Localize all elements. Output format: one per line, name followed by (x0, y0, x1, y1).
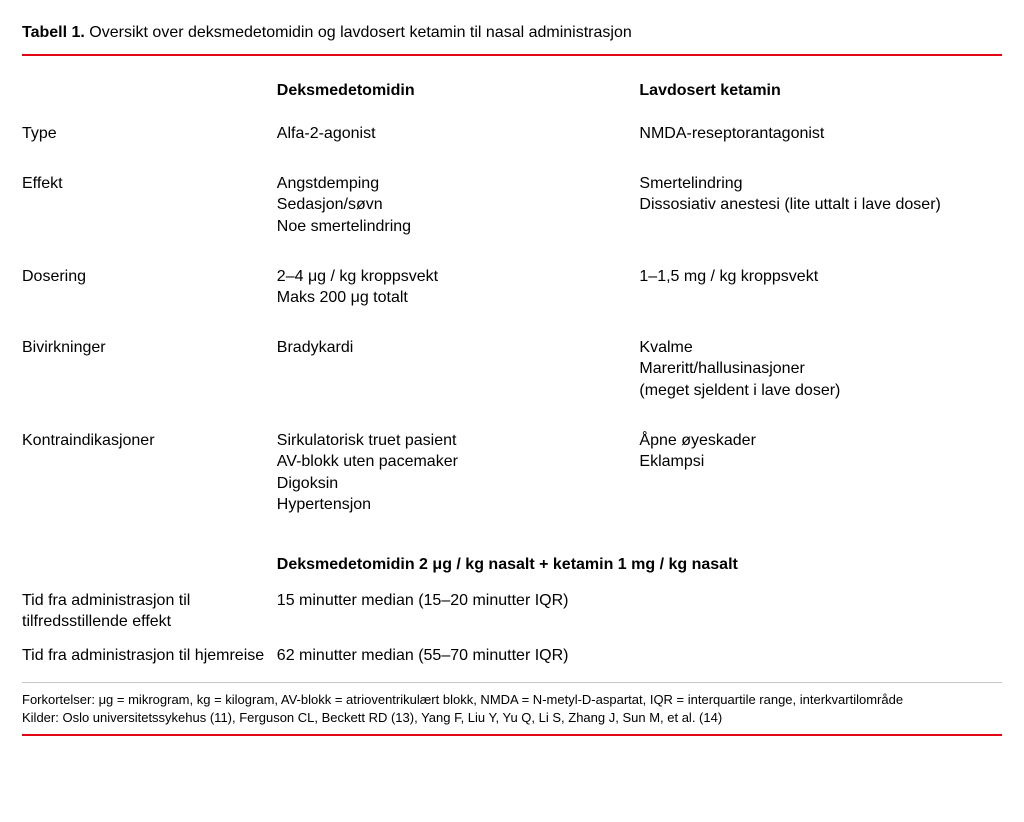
cell-a: Alfa-2-agonist (277, 109, 640, 159)
table-footer: Forkortelser: μg = mikrogram, kg = kilog… (22, 683, 1002, 734)
table-row: Bivirkninger Bradykardi Kvalme Mareritt/… (22, 323, 1002, 416)
col-header-empty (22, 56, 277, 110)
cell-a: Angstdemping Sedasjon/søvn Noe smertelin… (277, 159, 640, 252)
cell-b: 1–1,5 mg / kg kroppsvekt (639, 252, 1002, 323)
col-header-ketamin: Lavdosert ketamin (639, 56, 1002, 110)
table-row: Type Alfa-2-agonist NMDA-reseptorantagon… (22, 109, 1002, 159)
table-row: Effekt Angstdemping Sedasjon/søvn Noe sm… (22, 159, 1002, 252)
col-header-deksmedetomidin: Deksmedetomidin (277, 56, 640, 110)
table-row: Kontraindikasjoner Sirkulatorisk truet p… (22, 416, 1002, 530)
section2-header: Deksmedetomidin 2 μg / kg nasalt + ketam… (277, 530, 1002, 584)
row-label: Type (22, 109, 277, 159)
cell-b: Åpne øyeskader Eklampsi (639, 416, 1002, 530)
cell-b: Smertelindring Dissosiativ anestesi (lit… (639, 159, 1002, 252)
cell-value: 62 minutter median (55–70 minutter IQR) (277, 639, 1002, 673)
row-label: Tid fra administrasjon til hjemreise (22, 639, 277, 673)
row-label: Kontraindikasjoner (22, 416, 277, 530)
table-row: Tid fra administrasjon til hjemreise 62 … (22, 639, 1002, 673)
row-label: Tid fra administrasjon til tilfredsstill… (22, 584, 277, 639)
section2-header-empty (22, 530, 277, 584)
cell-b: NMDA-reseptorantagonist (639, 109, 1002, 159)
table-title-label: Tabell 1. (22, 24, 85, 41)
cell-b: Kvalme Mareritt/hallusinasjoner (meget s… (639, 323, 1002, 416)
cell-value: 15 minutter median (15–20 minutter IQR) (277, 584, 1002, 639)
cell-a: Bradykardi (277, 323, 640, 416)
table-row: Tid fra administrasjon til tilfredsstill… (22, 584, 1002, 639)
cell-a: 2–4 μg / kg kroppsvekt Maks 200 μg total… (277, 252, 640, 323)
comparison-table: Deksmedetomidin Lavdosert ketamin Type A… (22, 56, 1002, 673)
table-title: Tabell 1. Oversikt over deksmedetomidin … (22, 22, 1002, 44)
footer-abbreviations: Forkortelser: μg = mikrogram, kg = kilog… (22, 691, 1002, 709)
bottom-rule (22, 734, 1002, 736)
section2-header-row: Deksmedetomidin 2 μg / kg nasalt + ketam… (22, 530, 1002, 584)
table-row: Dosering 2–4 μg / kg kroppsvekt Maks 200… (22, 252, 1002, 323)
row-label: Bivirkninger (22, 323, 277, 416)
table-title-text: Oversikt over deksmedetomidin og lavdose… (89, 24, 631, 41)
row-label: Effekt (22, 159, 277, 252)
cell-a: Sirkulatorisk truet pasient AV-blokk ute… (277, 416, 640, 530)
row-label: Dosering (22, 252, 277, 323)
footer-sources: Kilder: Oslo universitetssykehus (11), F… (22, 709, 1002, 727)
table-header-row: Deksmedetomidin Lavdosert ketamin (22, 56, 1002, 110)
